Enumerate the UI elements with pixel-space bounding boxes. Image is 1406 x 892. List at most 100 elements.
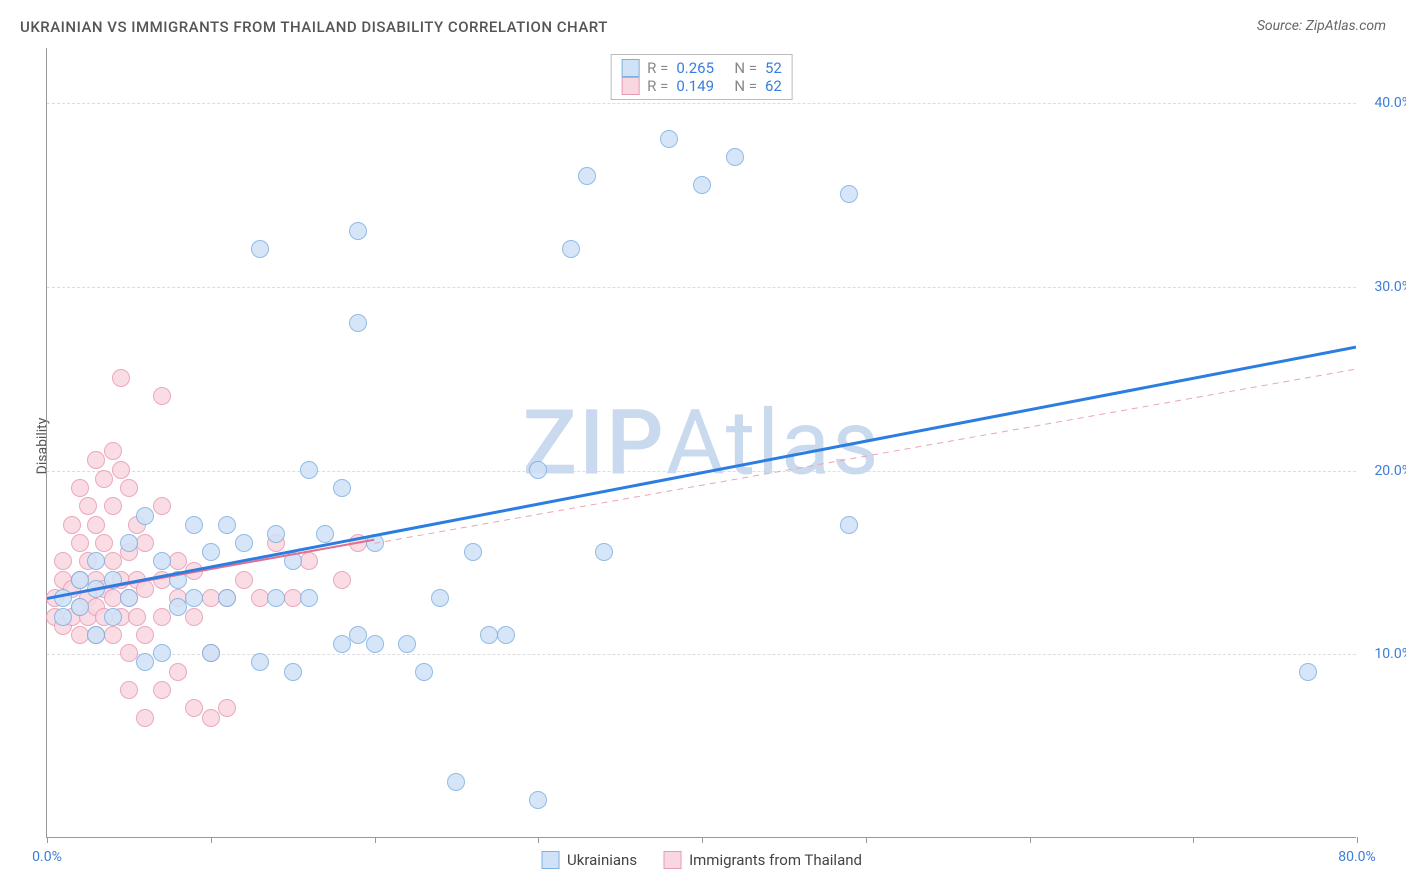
data-point [104,626,122,644]
data-point [185,589,203,607]
data-point [120,681,138,699]
data-point [153,387,171,405]
data-point [71,534,89,552]
data-point [54,589,72,607]
data-point [153,571,171,589]
n-value: 52 [765,59,782,77]
data-point [104,497,122,515]
data-point [693,176,711,194]
data-point [153,681,171,699]
data-point [87,516,105,534]
data-point [218,516,236,534]
data-point [480,626,498,644]
data-point [136,626,154,644]
data-point [415,663,433,681]
data-point [185,699,203,717]
chart-title: UKRAINIAN VS IMMIGRANTS FROM THAILAND DI… [20,18,608,36]
data-point [366,635,384,653]
data-point [447,773,465,791]
data-point [112,461,130,479]
data-point [87,451,105,469]
data-point [185,516,203,534]
data-point [284,552,302,570]
data-point [726,148,744,166]
legend-label: Ukrainians [567,851,637,869]
data-point [202,644,220,662]
legend-label: Immigrants from Thailand [689,851,862,869]
r-value: 0.265 [676,59,726,77]
data-point [333,479,351,497]
data-point [284,589,302,607]
data-point [120,534,138,552]
data-point [136,534,154,552]
watermark-zip: ZIP [523,390,666,495]
x-tick [866,837,867,843]
data-point [300,461,318,479]
data-point [595,543,613,561]
square-icon [541,851,559,869]
data-point [840,185,858,203]
square-icon [621,77,639,95]
data-point [54,552,72,570]
data-point [169,663,187,681]
data-point [169,598,187,616]
data-point [71,479,89,497]
trend-line [47,347,1356,598]
data-point [185,562,203,580]
gridline [47,287,1356,288]
data-point [79,497,97,515]
data-point [104,442,122,460]
data-point [153,608,171,626]
data-point [497,626,515,644]
data-point [251,653,269,671]
legend-item-ukrainians: Ukrainians [541,851,637,869]
x-tick [1357,837,1358,843]
data-point [251,589,269,607]
gridline [47,103,1356,104]
r-label: R = [647,59,668,77]
data-point [578,167,596,185]
data-point [71,571,89,589]
data-point [316,525,334,543]
data-point [87,626,105,644]
y-tick-label: 30.0% [1374,279,1406,295]
data-point [284,663,302,681]
data-point [128,608,146,626]
n-value: 62 [765,77,782,95]
data-point [136,507,154,525]
data-point [235,534,253,552]
n-label: N = [734,59,757,77]
data-point [366,534,384,552]
data-point [1299,663,1317,681]
data-point [54,608,72,626]
data-point [333,571,351,589]
data-point [71,626,89,644]
legend-row-thailand: R = 0.149 N = 62 [621,77,782,95]
trend-line [374,369,1356,543]
data-point [202,589,220,607]
data-point [136,653,154,671]
data-point [267,589,285,607]
x-tick [1193,837,1194,843]
y-tick-label: 10.0% [1374,646,1406,662]
trend-lines [47,48,1356,837]
scatter-plot-area: ZIPAtlas R = 0.265 N = 52 R = 0.149 N = … [46,48,1356,838]
x-tick [702,837,703,843]
data-point [235,571,253,589]
square-icon [621,59,639,77]
watermark-atlas: Atlas [666,390,881,495]
data-point [169,552,187,570]
data-point [218,589,236,607]
data-point [120,479,138,497]
data-point [333,635,351,653]
r-value: 0.149 [676,77,726,95]
data-point [464,543,482,561]
y-tick-label: 20.0% [1374,463,1406,479]
data-point [185,608,203,626]
n-label: N = [734,77,757,95]
x-tick [47,837,48,843]
correlation-legend: R = 0.265 N = 52 R = 0.149 N = 62 [610,54,793,100]
data-point [153,497,171,515]
x-tick-label: 0.0% [32,849,62,865]
legend-item-thailand: Immigrants from Thailand [663,851,862,869]
